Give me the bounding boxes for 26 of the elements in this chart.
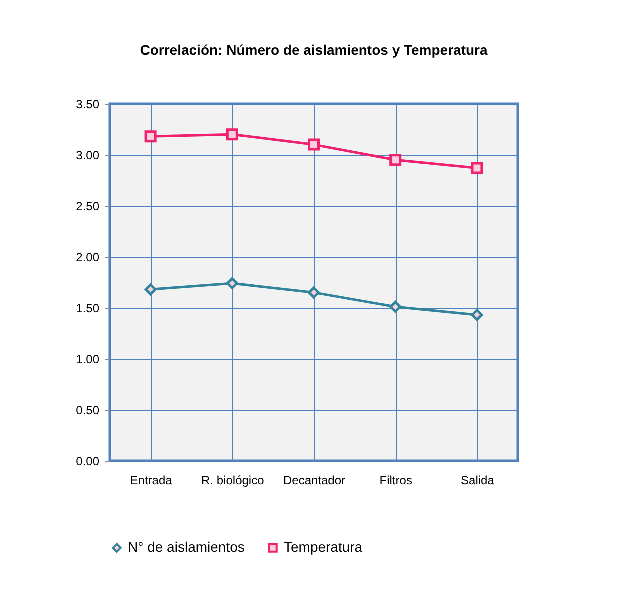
- point: [390, 154, 402, 166]
- x-tick-label: Salida: [461, 474, 495, 488]
- y-tick-label: 2.50: [76, 200, 100, 214]
- point: [226, 128, 238, 141]
- chart-title: Correlación: Número de aislamientos y Temperatura: [140, 42, 488, 58]
- y-tick-label: 0.50: [76, 404, 100, 418]
- x-tick-label: Entrada: [130, 474, 173, 488]
- point: [471, 162, 484, 174]
- y-tick-label: 1.00: [76, 352, 100, 366]
- point: [308, 286, 320, 299]
- x-tick-label: Filtros: [380, 474, 412, 488]
- point: [144, 284, 157, 296]
- point: [308, 138, 320, 151]
- x-tick-label: Decantador: [283, 474, 346, 488]
- y-tick-label: 0.00: [76, 454, 100, 468]
- y-tick-label: 3.50: [76, 98, 100, 112]
- legend-label: N° de aislamientos: [128, 539, 245, 556]
- y-tick-label: 3.00: [76, 148, 100, 162]
- point: [144, 130, 157, 143]
- point: [226, 278, 238, 290]
- y-tick-label: 2.00: [76, 250, 100, 264]
- point: [390, 300, 402, 313]
- x-tick-label: R. biológico: [202, 474, 265, 488]
- y-tick-label: 1.50: [76, 302, 100, 316]
- point: [471, 309, 484, 322]
- legend-label: Temperatura: [284, 539, 363, 556]
